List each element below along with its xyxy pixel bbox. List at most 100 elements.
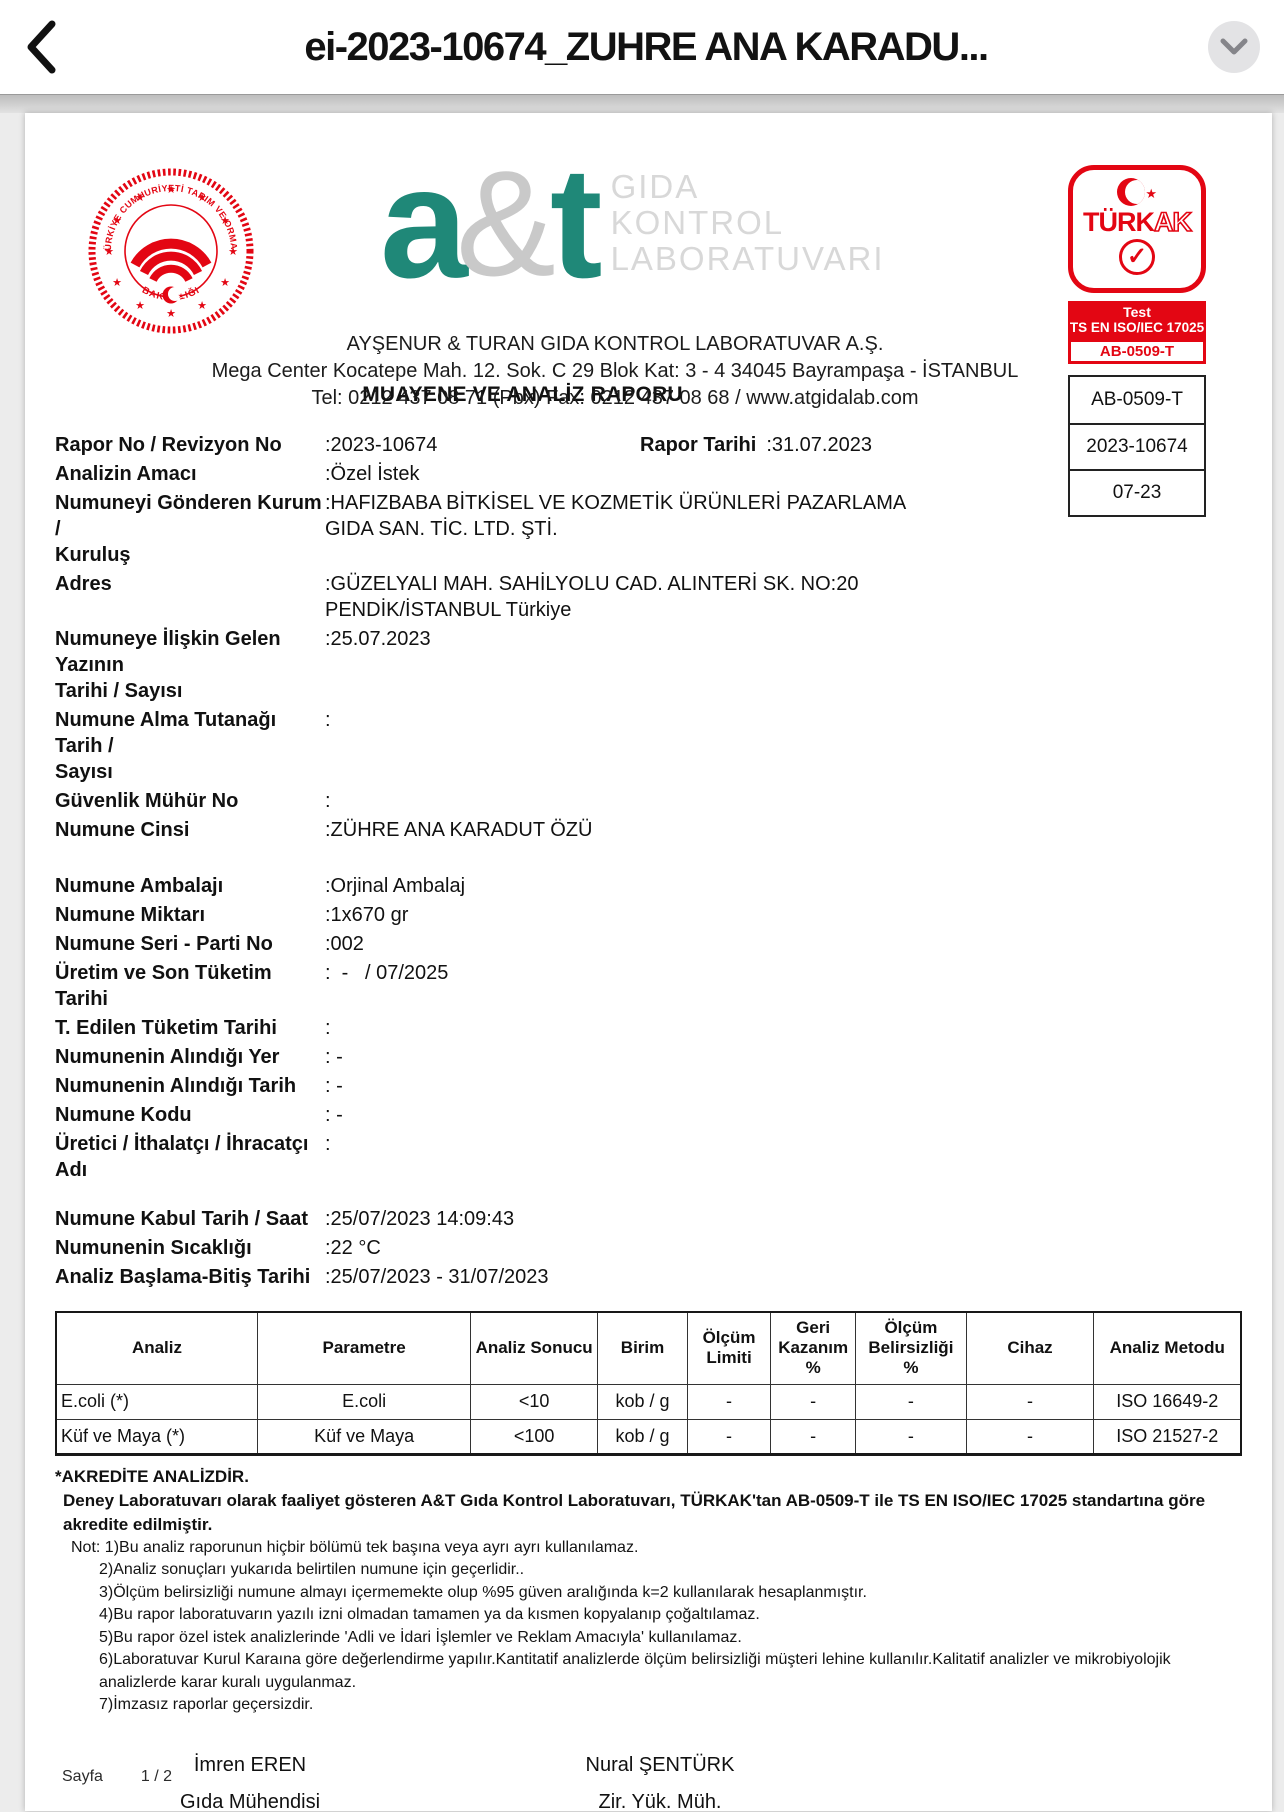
table-header-row: Analiz Parametre Analiz Sonucu Birim Ölç… (55, 1311, 1242, 1385)
turkak-wordmark: TÜRKAK (1083, 207, 1193, 237)
table-cell: - (769, 1418, 857, 1456)
seal-crescent-star: ★ (162, 286, 184, 304)
table-cell: ISO 16649-2 (1093, 1383, 1242, 1420)
field-row: Numuneyi Gönderen Kurum / Kuruluş:HAFIZB… (55, 492, 907, 566)
report-code-cell: AB-0509-T (1091, 389, 1183, 410)
table-cell: kob / g (597, 1383, 689, 1420)
field-row: Numunenin Alındığı Yer: - (55, 1046, 343, 1068)
table-cell: kob / g (597, 1418, 689, 1456)
lab-logo-a: a (380, 135, 468, 311)
table-row: Küf ve Maya (*) Küf ve Maya <100 kob / g… (55, 1418, 1242, 1456)
table-cell: - (687, 1383, 771, 1420)
lab-logo-ampersand: & (455, 139, 556, 307)
svg-text:★: ★ (166, 308, 176, 320)
table-cell: E.coli (256, 1383, 472, 1420)
file-options-button[interactable] (1208, 21, 1260, 73)
note-line: 5)Bu rapor özel istek analizlerinde 'Adl… (99, 1628, 742, 1646)
table-cell: ISO 21527-2 (1093, 1418, 1242, 1456)
field-row: Numune Miktarı:1x670 gr (55, 904, 409, 926)
field-row: Numune Kabul Tarih / Saat:25/07/2023 14:… (55, 1208, 515, 1230)
lab-logo: a & t GIDA KONTROL LABORATUVARI (380, 135, 885, 311)
field-row: Rapor No / Revizyon No:2023-10674 Rapor … (55, 434, 872, 456)
checkmark-icon: ✓ (1119, 239, 1155, 275)
table-cell: - (965, 1418, 1095, 1456)
table-header: Analiz Sonucu (470, 1311, 599, 1385)
table-cell: Küf ve Maya (*) (55, 1418, 258, 1456)
note-line: 7)İmzasız raporlar geçersizdir. (99, 1696, 314, 1713)
svg-text:★: ★ (228, 246, 238, 258)
svg-text:★: ★ (135, 192, 145, 204)
analysis-results-table: Analiz Parametre Analiz Sonucu Birim Ölç… (55, 1311, 1242, 1456)
table-header: Geri Kazanım % (769, 1311, 857, 1385)
signer-name: Nural ŞENTÜRK (585, 1753, 735, 1776)
field-row: Numunenin Alındığı Tarih: - (55, 1075, 343, 1097)
table-cell: - (769, 1383, 857, 1420)
chevron-down-icon (1220, 38, 1248, 55)
seal-hills (130, 238, 212, 283)
field-row: T. Edilen Tüketim Tarihi: (55, 1017, 331, 1039)
back-button[interactable] (24, 12, 84, 82)
accreditation-code: AB-0509-T (1068, 339, 1206, 364)
report-date-cell: 07-23 (1070, 469, 1204, 515)
field-row: Numune Seri - Parti No:002 (55, 933, 364, 955)
table-cell: E.coli (*) (55, 1383, 258, 1420)
field-row: Numunenin Sıcaklığı:22 °C (55, 1237, 381, 1259)
accreditation-statement: Deney Laboratuvarı olarak faaliyet göste… (63, 1490, 1206, 1534)
signer-title: Gıda Mühendisi (179, 1790, 321, 1812)
table-cell: <100 (470, 1418, 599, 1456)
field-row: Adres:GÜZELYALI MAH. SAHİLYOLU CAD. ALIN… (55, 573, 859, 621)
table-cell: - (855, 1383, 967, 1420)
page-indicator-label: Sayfa (62, 1768, 103, 1785)
accredited-note: *AKREDİTE ANALİZDİR. (55, 1466, 249, 1486)
ministry-of-agriculture-seal: ★ ★ ★ ★ ★ ★ ★ ★ ★ ★ ★ ★ (85, 165, 254, 334)
table-header: Ölçüm Belirsizliği % (855, 1311, 967, 1385)
svg-text:★: ★ (112, 215, 122, 227)
turkak-scope-band: Test TS EN ISO/IEC 17025 AB-0509-T (1068, 301, 1206, 364)
svg-text:★: ★ (197, 192, 207, 204)
lab-street-address: Mega Center Kocatepe Mah. 12. Sok. C 29 … (211, 360, 1019, 382)
note-line: 2)Analiz sonuçları yukarıda belirtilen n… (99, 1561, 525, 1578)
lab-address-block: AYŞENUR & TURAN GIDA KONTROL LABORATUVAR… (185, 331, 1045, 412)
field-row: Numune Kodu: - (55, 1104, 343, 1126)
report-date-field: Rapor Tarihi:31.07.2023 (640, 434, 872, 456)
chevron-left-icon (27, 20, 56, 74)
topbar-shadow-gap (0, 95, 1284, 113)
svg-text:★: ★ (220, 277, 230, 289)
document-title: ei-2023-10674_ZUHRE ANA KARADU... (304, 24, 989, 69)
field-row: Üretim ve Son Tüketim Tarihi: - / 07/202… (55, 962, 449, 1010)
report-header: ★ ★ ★ ★ ★ ★ ★ ★ ★ ★ ★ ★ (55, 113, 1242, 517)
table-cell: - (687, 1418, 771, 1456)
seal-stars: ★ ★ ★ ★ ★ ★ ★ ★ ★ ★ ★ ★ (104, 184, 238, 320)
table-header: Parametre (256, 1311, 472, 1385)
page-number: 1 / 2 (140, 1768, 173, 1785)
report-code-box: AB-0509-T 2023-10674 07-23 (1068, 375, 1206, 517)
lab-logo-t: t (549, 135, 603, 311)
svg-text:★: ★ (166, 184, 176, 196)
field-row: Üretici / İthalatçı / İhracatçı Adı: (55, 1133, 331, 1181)
report-main-title: MUAYENE VE ANALİZ RAPORU (362, 383, 683, 406)
turkak-accreditation-column: ★ TÜRKAK ✓ Test TS EN ISO/IEC 17025 AB-0… (1068, 165, 1206, 517)
signer-name: İmren EREN (193, 1753, 307, 1776)
svg-text:★: ★ (112, 277, 122, 289)
svg-text:★: ★ (197, 300, 207, 312)
signature-right: Nural ŞENTÜRK Zir. Yük. Müh. N.K.R.D. Bö… (500, 1747, 820, 1812)
table-header: Analiz (55, 1311, 258, 1385)
table-cell: <10 (470, 1383, 599, 1420)
table-header: Analiz Metodu (1093, 1311, 1242, 1385)
svg-text:★: ★ (178, 292, 184, 300)
lab-name: AYŞENUR & TURAN GIDA KONTROL LABORATUVAR… (346, 333, 884, 355)
lab-logo-tagline: GIDA KONTROL LABORATUVARI (610, 168, 885, 277)
field-row: Güvenlik Mühür No: (55, 790, 331, 812)
note-line: 6)Laboratuvar Kurul Karaına göre değerle… (99, 1651, 1171, 1691)
report-fields: Rapor No / Revizyon No:2023-10674 Rapor … (55, 432, 1242, 1290)
report-number-cell: 2023-10674 (1070, 423, 1204, 469)
table-header: Cihaz (965, 1311, 1095, 1385)
document-viewer-topbar: ei-2023-10674_ZUHRE ANA KARADU... (0, 0, 1284, 95)
page-indicator: Sayfa 1 / 2 (62, 1768, 172, 1786)
svg-text:★: ★ (220, 215, 230, 227)
report-footnotes: *AKREDİTE ANALİZDİR. Deney Laboratuvarı … (55, 1465, 1242, 1717)
signature-left: İmren EREN Gıda Mühendisi Mikrobiyoloji … (90, 1747, 410, 1812)
svg-text:★: ★ (135, 300, 145, 312)
field-row: Numuneye İlişkin Gelen Yazının Tarihi / … (55, 628, 431, 702)
table-cell: - (965, 1383, 1095, 1420)
